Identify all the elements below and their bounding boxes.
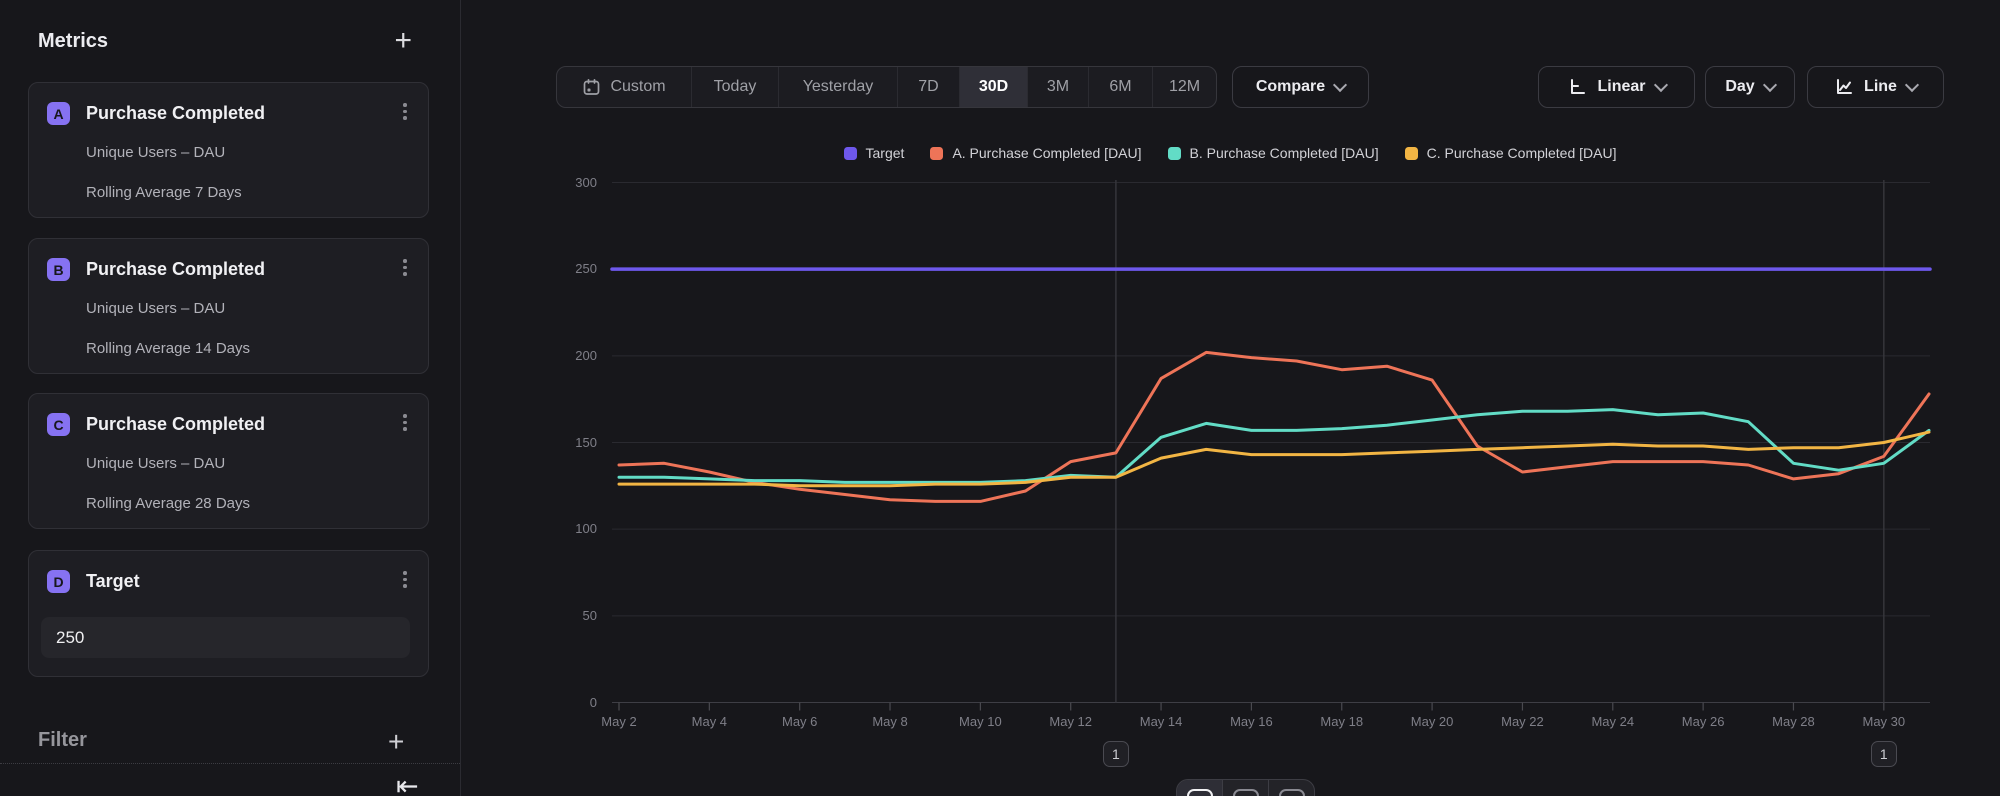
- x-axis-tick-label: May 12: [1026, 714, 1116, 729]
- metric-badge-a: A: [47, 102, 70, 125]
- chart-canvas: [460, 0, 2000, 796]
- table-panel-icon: [1233, 789, 1259, 796]
- metric-badge-d: D: [47, 570, 70, 593]
- kebab-menu-icon[interactable]: [398, 103, 412, 120]
- metric-card-a[interactable]: A Purchase Completed Unique Users – DAU Rol…: [28, 82, 429, 218]
- y-axis-tick-label: 300: [520, 175, 597, 190]
- x-axis-tick-label: May 10: [935, 714, 1025, 729]
- metric-badge-b: B: [47, 258, 70, 281]
- metric-card-b[interactable]: B Purchase Completed Unique Users – DAU Rol…: [28, 238, 429, 374]
- metrics-section-title: Metrics: [38, 30, 108, 53]
- target-title: Target: [86, 571, 140, 592]
- metrics-sidebar: Metrics + A Purchase Completed Unique User…: [0, 0, 461, 796]
- target-card[interactable]: D Target 250: [28, 550, 429, 677]
- y-axis-tick-label: 200: [520, 348, 597, 363]
- metric-measure: Unique Users – DAU: [86, 144, 225, 161]
- sidebar-divider: [0, 763, 460, 764]
- analytics-dashboard: Metrics + A Purchase Completed Unique User…: [0, 0, 2000, 796]
- kebab-menu-icon[interactable]: [398, 259, 412, 276]
- x-axis-tick-label: May 2: [574, 714, 664, 729]
- metric-card-c[interactable]: C Purchase Completed Unique Users – DAU Rol…: [28, 393, 429, 529]
- x-axis-tick-label: May 30: [1839, 714, 1929, 729]
- target-value-input[interactable]: 250: [41, 617, 410, 658]
- annotation-badge[interactable]: 1: [1871, 741, 1897, 767]
- display-mode-table[interactable]: [1223, 780, 1269, 796]
- add-metric-button[interactable]: +: [394, 26, 412, 56]
- add-filter-button[interactable]: +: [388, 726, 404, 758]
- x-axis-tick-label: May 22: [1477, 714, 1567, 729]
- chart-panel-icon: [1187, 789, 1213, 796]
- annotation-badge[interactable]: 1: [1103, 741, 1129, 767]
- x-axis-tick-label: May 26: [1658, 714, 1748, 729]
- metric-rolling-average: Rolling Average 7 Days: [86, 184, 242, 201]
- filter-section-title: Filter: [38, 729, 87, 752]
- x-axis-tick-label: May 14: [1116, 714, 1206, 729]
- x-axis-tick-label: May 8: [845, 714, 935, 729]
- metric-title: Purchase Completed: [86, 259, 265, 280]
- y-axis-tick-label: 50: [520, 608, 597, 623]
- metric-rolling-average: Rolling Average 14 Days: [86, 340, 250, 357]
- x-axis-tick-label: May 20: [1387, 714, 1477, 729]
- collapse-sidebar-icon[interactable]: ⇤: [396, 771, 419, 796]
- metric-measure: Unique Users – DAU: [86, 300, 225, 317]
- metric-title: Purchase Completed: [86, 414, 265, 435]
- details-panel-icon: [1279, 789, 1305, 796]
- metric-badge-c: C: [47, 413, 70, 436]
- x-axis-tick-label: May 28: [1748, 714, 1838, 729]
- x-axis-tick-label: May 16: [1206, 714, 1296, 729]
- x-axis-tick-label: May 24: [1568, 714, 1658, 729]
- metric-rolling-average: Rolling Average 28 Days: [86, 495, 250, 512]
- x-axis-tick-label: May 18: [1297, 714, 1387, 729]
- display-mode-details[interactable]: [1269, 780, 1314, 796]
- y-axis-tick-label: 100: [520, 521, 597, 536]
- y-axis-tick-label: 0: [520, 695, 597, 710]
- kebab-menu-icon[interactable]: [398, 571, 412, 588]
- kebab-menu-icon[interactable]: [398, 414, 412, 431]
- display-mode-segmented-control: [1176, 779, 1315, 796]
- x-axis-tick-label: May 6: [755, 714, 845, 729]
- display-mode-chart[interactable]: [1177, 780, 1223, 796]
- metric-title: Purchase Completed: [86, 103, 265, 124]
- y-axis-tick-label: 250: [520, 261, 597, 276]
- y-axis-tick-label: 150: [520, 435, 597, 450]
- metric-measure: Unique Users – DAU: [86, 455, 225, 472]
- x-axis-tick-label: May 4: [664, 714, 754, 729]
